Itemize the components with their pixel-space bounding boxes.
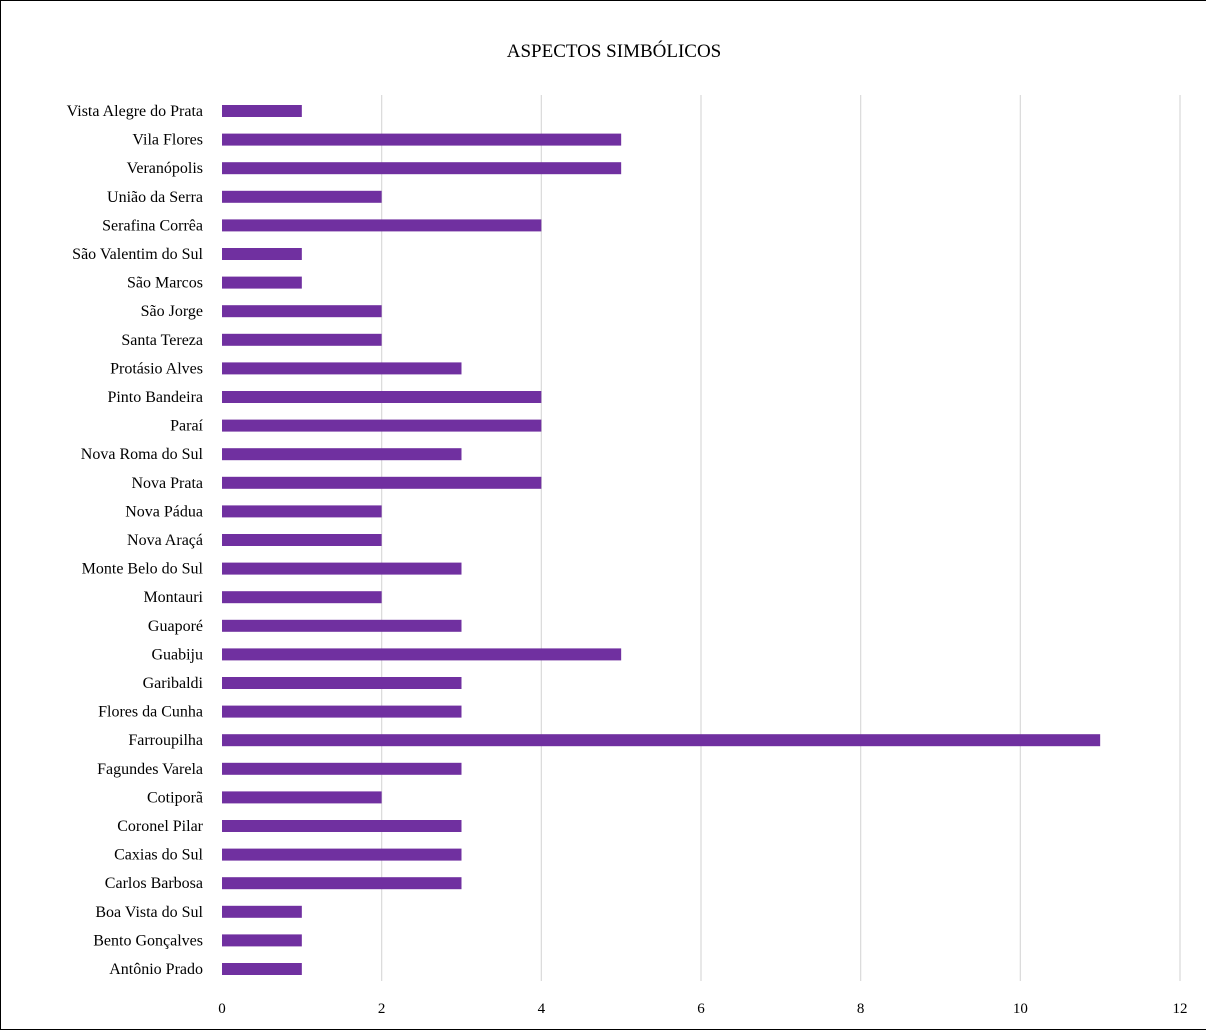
bar: [222, 562, 462, 575]
category-label: Nova Prata: [131, 475, 203, 492]
bars: [222, 105, 1101, 975]
category-label: Carlos Barbosa: [105, 875, 203, 892]
x-tick-label: 4: [538, 1001, 546, 1017]
category-label: Vista Alegre do Prata: [67, 103, 203, 120]
category-label: Serafina Corrêa: [102, 217, 203, 234]
bar: [222, 677, 462, 689]
chart-title: ASPECTOS SIMBÓLICOS: [507, 40, 722, 62]
bar: [222, 448, 462, 461]
bar: [222, 190, 382, 203]
bar: [222, 934, 302, 947]
bar: [222, 848, 462, 861]
bar: [222, 391, 542, 403]
x-tick-label: 10: [1013, 1001, 1028, 1017]
bar: [222, 362, 462, 375]
bar: [222, 419, 542, 432]
bar: [222, 305, 382, 318]
category-labels: Vista Alegre do Prata Vila Flores Veranópo…: [67, 103, 204, 978]
category-label: Paraí: [170, 418, 203, 435]
category-label: Protásio Alves: [110, 360, 203, 377]
bar: [222, 734, 1101, 747]
bar: [222, 762, 462, 775]
bar: [222, 619, 462, 632]
bar: [222, 648, 622, 661]
category-label: Veranópolis: [127, 160, 203, 177]
category-label: Antônio Prado: [109, 961, 203, 978]
category-label: Bento Gonçalves: [93, 932, 203, 949]
bar: [222, 820, 462, 832]
category-label: Fagundes Varela: [97, 761, 203, 778]
category-label: Pinto Bandeira: [107, 389, 203, 406]
bar: [222, 963, 302, 975]
bar: [222, 219, 542, 232]
category-label: Flores da Cunha: [98, 704, 203, 721]
bar: [222, 476, 542, 489]
x-tick-label: 8: [857, 1001, 865, 1017]
gridlines: [381, 95, 1181, 981]
category-label: União da Serra: [107, 189, 203, 206]
category-label: Guabiju: [151, 646, 203, 663]
bar: [222, 162, 622, 175]
bar: [222, 276, 302, 289]
category-label: Vila Flores: [132, 132, 203, 149]
category-label: São Jorge: [141, 303, 203, 320]
bar: [222, 905, 302, 918]
bar: [222, 591, 382, 604]
bar: [222, 133, 622, 146]
category-label: Nova Pádua: [125, 503, 203, 520]
bar: [222, 705, 462, 718]
category-label: Santa Tereza: [121, 332, 203, 349]
category-label: Garibaldi: [143, 675, 204, 692]
category-label: Caxias do Sul: [114, 847, 203, 864]
bar: [222, 791, 382, 804]
category-label: Guaporé: [148, 618, 203, 635]
bar: [222, 248, 302, 260]
bar: [222, 105, 302, 117]
x-tick-label: 2: [378, 1001, 386, 1017]
x-tick-label: 12: [1173, 1001, 1188, 1017]
bar: [222, 505, 382, 518]
category-label: São Marcos: [127, 275, 203, 292]
category-label: Cotiporã: [147, 789, 203, 806]
bar: [222, 534, 382, 546]
category-label: Nova Araçá: [127, 532, 203, 549]
category-label: Boa Vista do Sul: [95, 904, 203, 921]
x-tick-label: 0: [218, 1001, 226, 1017]
category-label: Coronel Pilar: [117, 818, 203, 835]
category-label: Nova Roma do Sul: [81, 446, 204, 463]
x-tick-labels: 0 2 4 6 8 10 12: [218, 1001, 1187, 1017]
category-label: Montauri: [143, 589, 203, 606]
category-label: Monte Belo do Sul: [82, 561, 204, 578]
bar: [222, 877, 462, 890]
x-tick-label: 6: [697, 1001, 705, 1017]
category-label: São Valentim do Sul: [72, 246, 203, 263]
bar: [222, 333, 382, 346]
category-label: Farroupilha: [128, 732, 203, 749]
